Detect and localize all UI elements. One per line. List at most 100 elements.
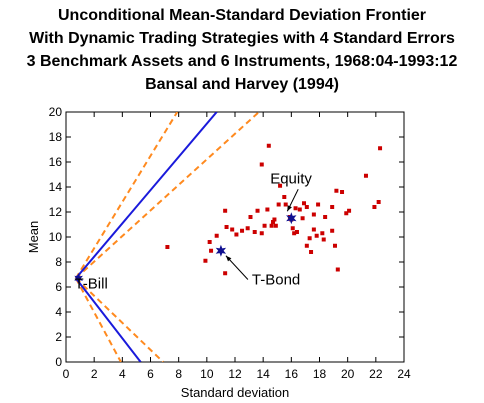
strategy-point <box>223 271 228 276</box>
x-tick-label: 22 <box>369 367 383 381</box>
confidence-band-lower-inner <box>75 277 164 362</box>
strategy-point <box>214 233 219 238</box>
y-tick-label: 12 <box>49 205 63 219</box>
strategy-point <box>234 232 239 237</box>
chart-title-line-4: Bansal and Harvey (1994) <box>145 76 339 93</box>
y-tick-label: 14 <box>49 180 63 194</box>
strategy-point <box>276 202 281 207</box>
strategy-point <box>330 205 335 209</box>
strategy-point <box>294 230 299 234</box>
x-tick-label: 16 <box>285 367 299 381</box>
benchmark-marker-equity <box>286 212 297 225</box>
strategy-point <box>245 226 250 231</box>
strategy-point <box>372 205 377 209</box>
strategy-point <box>203 258 208 263</box>
strategy-point <box>240 228 245 233</box>
strategy-point <box>297 207 302 212</box>
strategy-point <box>266 143 271 148</box>
strategy-point <box>259 231 264 236</box>
benchmark-label-t-bond: T-Bond <box>252 272 300 289</box>
strategy-point <box>273 223 278 228</box>
strategy-point <box>320 231 325 236</box>
y-tick-label: 4 <box>55 305 62 319</box>
strategy-point <box>378 146 383 151</box>
strategy-point <box>321 237 326 242</box>
strategy-point <box>323 215 328 219</box>
x-axis-label: Standard deviation <box>181 385 289 400</box>
frontier-lower-line <box>75 277 142 362</box>
strategy-point <box>307 236 312 241</box>
strategy-point <box>293 206 298 211</box>
strategy-point <box>283 202 288 207</box>
strategy-point <box>224 225 229 229</box>
benchmark-marker-t-bond <box>215 244 227 257</box>
strategy-point <box>265 207 270 212</box>
x-tick-label: 24 <box>397 367 411 381</box>
x-tick-label: 12 <box>228 367 242 381</box>
x-tick-label: 2 <box>91 367 98 381</box>
chart-annotations: Equity T-Bond T-Bill <box>74 170 312 292</box>
chart-title-line-3: 3 Benchmark Assets and 6 Instruments, 19… <box>27 53 458 70</box>
strategy-point <box>304 243 309 248</box>
tbond-arrow-head <box>225 255 232 262</box>
strategy-point <box>376 200 381 204</box>
strategy-point <box>255 208 260 213</box>
equity-arrow-head <box>287 205 292 212</box>
strategy-point <box>252 230 257 234</box>
benchmark-label-equity: Equity <box>270 170 312 187</box>
strategy-point <box>311 227 316 232</box>
strategy-point <box>300 216 305 221</box>
strategy-point <box>330 228 335 233</box>
strategy-point <box>271 220 276 224</box>
strategy-point <box>290 226 295 231</box>
benchmark-label-t-bill: T-Bill <box>74 275 107 292</box>
strategy-point <box>363 173 368 178</box>
chart-marks <box>74 112 383 362</box>
strategy-point <box>282 195 287 199</box>
chart-title-line-2: With Dynamic Trading Strategies with 4 S… <box>29 30 455 47</box>
y-tick-label: 8 <box>55 255 62 269</box>
y-tick-label: 6 <box>55 280 62 294</box>
confidence-band-upper-inner <box>75 112 260 279</box>
y-tick-label: 20 <box>49 105 63 119</box>
strategy-point <box>223 208 228 213</box>
x-tick-label: 0 <box>63 367 70 381</box>
plot-area-frame <box>65 111 405 363</box>
x-tick-label: 8 <box>175 367 182 381</box>
y-tick-label: 0 <box>55 355 62 369</box>
strategy-point <box>302 201 307 206</box>
x-tick-label: 18 <box>313 367 327 381</box>
strategy-point <box>269 223 274 228</box>
strategy-point <box>207 240 212 244</box>
strategy-point <box>344 211 349 216</box>
strategy-point <box>340 190 345 194</box>
strategy-point <box>262 223 267 228</box>
y-tick-label: 16 <box>49 155 63 169</box>
strategy-point <box>209 248 214 253</box>
confidence-band-lower-outer <box>74 277 122 362</box>
strategy-point <box>272 217 277 222</box>
y-tick-label: 2 <box>55 330 62 344</box>
strategy-point <box>309 250 314 254</box>
strategy-point <box>278 183 283 188</box>
strategy-point <box>292 231 297 236</box>
strategy-point <box>259 162 264 167</box>
strategy-point <box>230 227 235 232</box>
strategy-point <box>311 212 316 217</box>
x-tick-label: 4 <box>119 367 126 381</box>
x-tick-label: 10 <box>200 367 214 381</box>
strategy-point <box>165 245 170 249</box>
y-tick-label: 18 <box>49 130 63 144</box>
strategy-point <box>304 205 309 209</box>
frontier-upper-line <box>75 112 218 279</box>
strategy-point <box>334 188 339 193</box>
x-tick-label: 20 <box>341 367 355 381</box>
strategy-point <box>316 202 321 207</box>
strategy-point <box>248 215 253 219</box>
strategy-point <box>335 267 340 272</box>
x-tick-label: 14 <box>256 367 270 381</box>
strategy-point <box>347 208 352 213</box>
benchmark-marker-t-bill <box>74 273 83 284</box>
